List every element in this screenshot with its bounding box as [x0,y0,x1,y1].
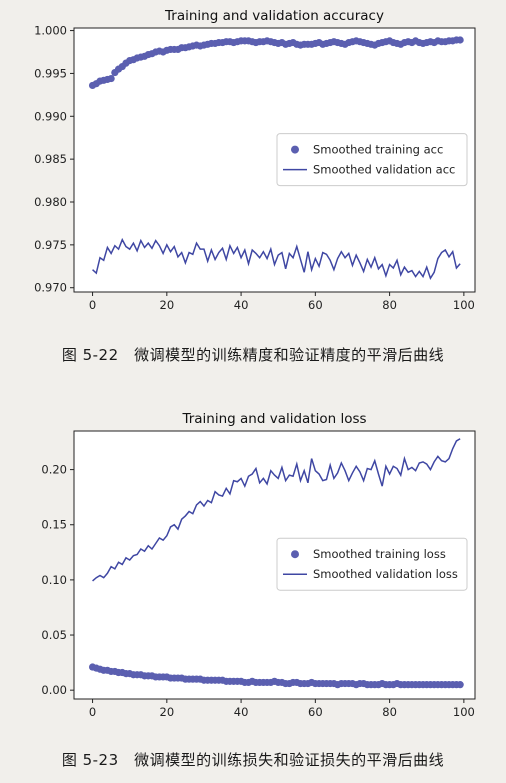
loss-figure: Training and validation loss 0 20 40 60 80 100… [0,403,506,733]
y-tick-label: 0.970 [34,281,67,295]
legend-label-training: Smoothed training acc [313,143,443,157]
training-point [456,36,464,44]
axes-frame [73,27,476,293]
training-point [456,681,464,689]
chart-title: Training and validation loss [181,411,366,427]
y-tick-label: 0.980 [34,195,67,209]
series-1 [88,36,464,90]
caption-loss: 图 5-23 微调模型的训练损失和验证损失的平滑后曲线 [61,751,445,769]
legend-box [276,133,468,187]
caption-accuracy: 图 5-22 微调模型的训练精度和验证精度的平滑后曲线 [61,346,445,364]
accuracy-figure: Training and validation accuracy 0 20 40 60 8… [0,0,506,330]
axes-frame [73,430,476,700]
y-tick-label: 0.00 [41,683,67,697]
x-tick-label: 60 [308,298,323,312]
chart-title: Training and validation accuracy [164,8,384,24]
x-tick-label: 60 [308,705,323,719]
y-tick-label: 0.995 [34,66,67,80]
y-tick-label: 1.000 [34,24,67,38]
training-point [107,74,115,83]
y-tick-label: 0.985 [34,152,67,166]
y-tick-label: 0.15 [41,518,67,532]
series-1 [88,663,464,689]
x-tick-label: 0 [89,705,96,719]
validation-line [92,237,461,281]
x-tick-label: 0 [89,298,96,312]
y-tick-label: 0.05 [41,628,67,642]
x-tick-label: 80 [382,705,397,719]
y-tick-label: 0.990 [34,109,67,123]
x-tick-label: 40 [234,705,249,719]
y-tick-label: 0.975 [34,238,67,252]
accuracy-chart: Training and validation accuracy 0 20 40 60 8… [34,8,476,312]
legend-label-training: Smoothed training loss [313,547,446,561]
x-tick-label: 40 [234,298,249,312]
legend-marker-training [291,145,299,154]
x-tick-label: 20 [160,298,175,312]
x-tick-label: 80 [382,298,397,312]
loss-chart: Training and validation loss 0 20 40 60 80 100… [41,411,476,719]
legend-marker-training [291,550,299,559]
y-tick-label: 0.20 [41,463,67,477]
legend-label-validation: Smoothed validation acc [313,163,455,177]
x-tick-label: 100 [453,298,475,312]
x-tick-label: 20 [160,705,175,719]
legend: Smoothed training acc Smoothed validation… [276,133,468,187]
legend: Smoothed training loss Smoothed validatio… [276,537,468,591]
x-tick-label: 100 [453,705,475,719]
validation-line [92,438,461,582]
series-2 [92,237,461,281]
legend-label-validation: Smoothed validation loss [313,567,458,581]
legend-box [276,537,468,591]
y-tick-label: 0.10 [41,573,67,587]
series-2 [92,438,461,582]
